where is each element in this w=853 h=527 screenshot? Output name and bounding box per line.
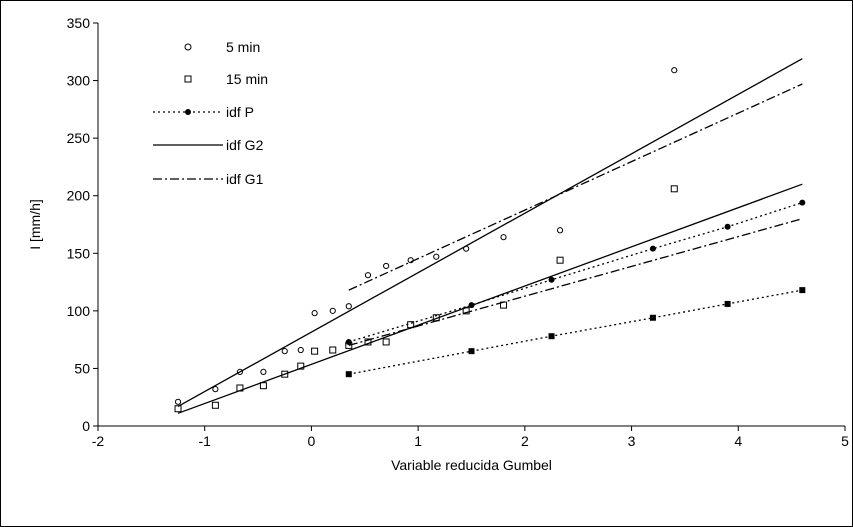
data-point	[649, 314, 656, 321]
data-point	[407, 257, 414, 264]
series-idf-g2	[177, 183, 803, 414]
data-point	[329, 307, 336, 314]
y-axis-label: I [mm/h]	[27, 199, 43, 250]
data-point	[311, 310, 318, 317]
data-point	[383, 262, 390, 270]
x-tick-label: 3	[628, 433, 636, 449]
data-point	[345, 338, 352, 345]
data-point	[670, 185, 678, 193]
legend: 5 min 15 min idf P idf G2 idf G1	[153, 39, 268, 187]
data-point	[556, 256, 564, 264]
y-tick-label: 300	[67, 73, 91, 89]
y-tick-label: 100	[67, 303, 91, 319]
series-5-min	[174, 67, 678, 405]
data-point	[311, 347, 319, 355]
data-point	[281, 348, 288, 355]
x-tick-label: -1	[198, 433, 211, 449]
axes	[97, 23, 845, 427]
legend-item-15-min: 15 min	[184, 71, 268, 87]
legend-item-idf-g1: idf G1	[153, 171, 264, 187]
data-point	[260, 368, 267, 375]
series-idf-g2	[177, 58, 803, 407]
data-point	[433, 253, 440, 260]
x-axis-label: Variable reducida Gumbel	[391, 457, 552, 473]
data-point	[211, 401, 219, 409]
series-line	[348, 289, 803, 375]
series-idf-g1	[348, 83, 803, 291]
data-point	[297, 346, 304, 354]
data-point	[174, 405, 182, 413]
series-idf-g1	[348, 218, 803, 347]
data-point	[259, 382, 267, 390]
y-tick-label: 250	[67, 130, 91, 146]
data-point	[174, 398, 182, 405]
x-tick-label: 1	[414, 433, 422, 449]
series-15-min	[174, 185, 678, 413]
data-point	[671, 67, 678, 74]
series-line	[177, 58, 803, 407]
series-line	[177, 183, 803, 414]
svg-text:idf P: idf P	[226, 104, 254, 120]
series-line	[348, 83, 803, 291]
svg-text:idf G1: idf G1	[226, 171, 264, 187]
data-point	[364, 272, 372, 279]
data-point	[548, 276, 555, 283]
x-tick-label: 4	[734, 433, 742, 449]
data-point	[724, 223, 731, 230]
y-tick-label: 150	[67, 245, 91, 261]
y-tick-label: 50	[74, 360, 90, 376]
svg-text:15 min: 15 min	[226, 71, 268, 87]
svg-text:5 min: 5 min	[226, 39, 260, 55]
data-point	[799, 287, 806, 294]
x-tick-label: 2	[521, 433, 529, 449]
legend-item-idf-p: idf P	[153, 104, 254, 120]
series-line	[348, 201, 803, 343]
data-point	[329, 346, 337, 354]
data-point	[345, 371, 352, 378]
legend-item-5-min: 5 min	[184, 39, 260, 55]
series-line	[348, 218, 803, 347]
data-point	[724, 300, 731, 307]
y-tick-label: 350	[67, 15, 91, 31]
data-point	[799, 199, 806, 206]
series-idf-p	[345, 199, 806, 345]
x-tick-label: -2	[92, 433, 105, 449]
data-point	[382, 338, 390, 346]
x-tick-label: 0	[308, 433, 316, 449]
data-point	[556, 227, 564, 234]
data-point	[468, 348, 475, 355]
svg-text:idf G2: idf G2	[226, 137, 264, 153]
data-point	[212, 386, 219, 393]
data-point	[297, 362, 305, 370]
data-point	[548, 333, 555, 340]
data-point	[649, 245, 656, 252]
series-idf-p	[345, 287, 806, 378]
legend-item-idf-g2: idf G2	[153, 137, 264, 153]
data-point	[345, 303, 352, 310]
series-layer	[174, 58, 806, 414]
y-tick-label: 0	[82, 418, 90, 434]
y-tick-label: 200	[67, 188, 91, 204]
x-tick-label: 5	[841, 433, 849, 449]
data-point	[500, 234, 507, 241]
